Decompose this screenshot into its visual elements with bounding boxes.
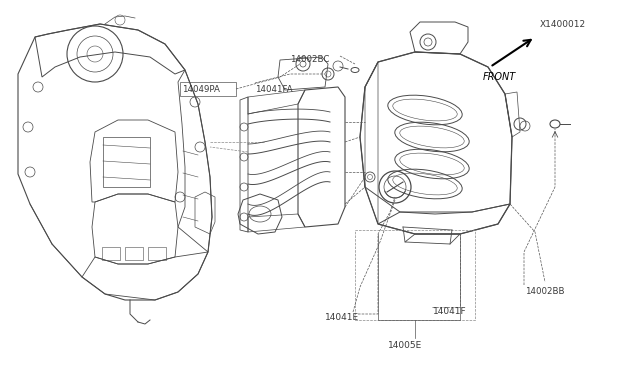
- Text: 14041F: 14041F: [433, 308, 467, 317]
- Text: 14049PA: 14049PA: [182, 84, 220, 93]
- Text: 14002BB: 14002BB: [525, 288, 564, 296]
- Text: 14041E: 14041E: [325, 312, 359, 321]
- Text: 14005E: 14005E: [388, 340, 422, 350]
- Text: 14041FA: 14041FA: [255, 84, 292, 93]
- Text: 14002BC: 14002BC: [290, 55, 330, 64]
- Text: X1400012: X1400012: [540, 19, 586, 29]
- Text: FRONT: FRONT: [483, 72, 516, 82]
